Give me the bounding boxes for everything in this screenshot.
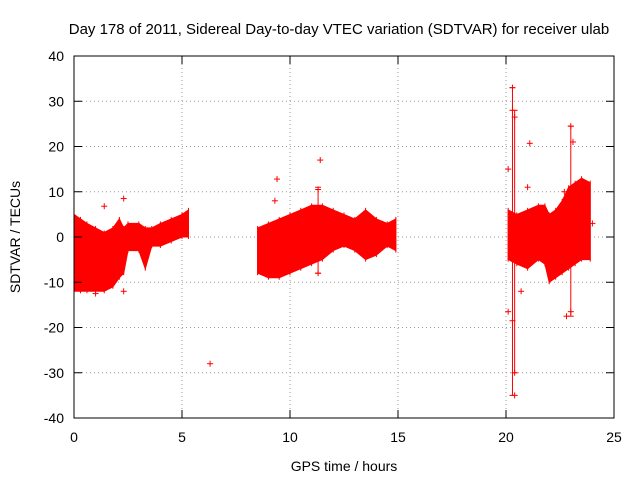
y-tick-label: 30 — [48, 93, 64, 109]
outlier-point — [511, 114, 518, 121]
x-tick-label: 0 — [70, 429, 78, 445]
outlier-point — [505, 308, 512, 315]
outlier-point — [120, 195, 127, 202]
outlier-point — [569, 138, 576, 145]
y-tick-label: -20 — [44, 320, 64, 336]
outlier-point — [315, 186, 322, 193]
y-tick-label: 40 — [48, 48, 64, 64]
outlier-point — [561, 188, 568, 195]
y-tick-label: 10 — [48, 184, 64, 200]
y-tick-label: 20 — [48, 139, 64, 155]
x-tick-label: 5 — [178, 429, 186, 445]
outlier-point — [518, 288, 525, 295]
outlier-point — [509, 317, 516, 324]
outlier-point — [317, 157, 324, 164]
outlier-point — [511, 392, 518, 399]
outlier-point — [589, 220, 596, 227]
x-tick-label: 10 — [282, 429, 298, 445]
outlier-point — [526, 140, 533, 147]
outlier-point — [505, 166, 512, 173]
outlier-point — [120, 288, 127, 295]
outlier-point — [567, 123, 574, 130]
outlier-point — [524, 184, 531, 191]
outlier-point — [563, 313, 570, 320]
y-axis-label: SDTVAR / TECUs — [7, 181, 23, 293]
y-tick-label: -30 — [44, 365, 64, 381]
y-tick-label: -10 — [44, 274, 64, 290]
outlier-point — [274, 176, 281, 183]
outlier-point — [271, 197, 278, 204]
y-tick-label: 0 — [56, 229, 64, 245]
outlier-point — [207, 360, 214, 367]
x-tick-label: 15 — [390, 429, 406, 445]
x-axis-label: GPS time / hours — [291, 458, 398, 474]
axis-ticks: 0 5 10 15 20 25 40 30 20 10 0 -10 -20 -30 -40 — [44, 48, 622, 445]
outlier-point — [511, 369, 518, 376]
outlier-point — [101, 203, 108, 210]
data-series — [73, 84, 596, 399]
y-tick-label: -40 — [44, 410, 64, 426]
chart-title: Day 178 of 2011, Sidereal Day-to-day VTE… — [69, 21, 610, 38]
outlier-point — [315, 270, 322, 277]
x-tick-label: 25 — [606, 429, 622, 445]
outlier-point — [567, 308, 574, 315]
data-envelope — [257, 204, 397, 279]
outlier-point — [509, 107, 516, 114]
x-tick-label: 20 — [498, 429, 514, 445]
outlier-point — [92, 290, 99, 297]
outlier-point — [509, 84, 516, 91]
